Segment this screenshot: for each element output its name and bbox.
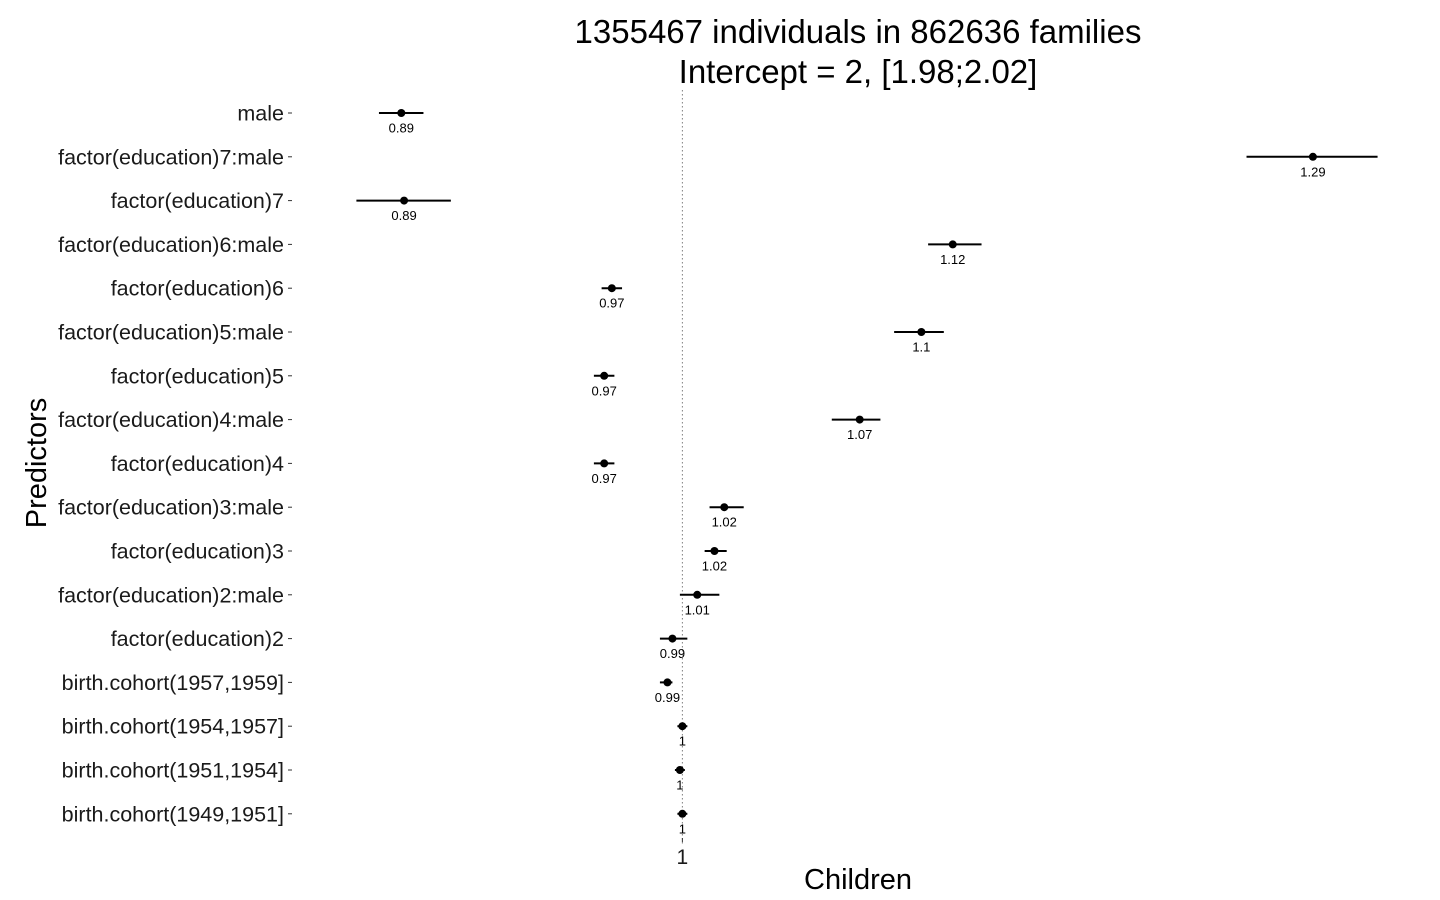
y-tick-label: birth.cohort(1951,1954]	[62, 759, 284, 783]
estimate-point	[855, 415, 864, 424]
data-label: 1.02	[702, 559, 727, 574]
predictor-row: factor(education)3:male 1.02	[58, 496, 744, 530]
y-tick-label: male	[237, 102, 284, 126]
data-label: 1	[679, 821, 686, 836]
data-label: 0.89	[391, 208, 416, 223]
x-axis-title: Children	[804, 864, 912, 896]
predictor-row: factor(education)2:male 1.01	[58, 583, 720, 617]
y-tick-label: factor(education)6:male	[58, 233, 284, 257]
estimate-point	[400, 196, 409, 205]
predictor-row: factor(education)7:male 1.29	[58, 145, 1378, 179]
estimate-point	[710, 547, 719, 555]
y-tick-label: factor(education)7:male	[58, 145, 284, 169]
predictor-row: factor(education)7 0.89	[111, 189, 451, 223]
chart-title: 1355467 individuals in 862636 families	[575, 13, 1142, 50]
estimate-point	[600, 371, 609, 380]
estimate-point	[675, 766, 684, 774]
y-axis-title: Predictors	[21, 398, 53, 529]
data-label: 0.97	[592, 471, 617, 486]
estimate-point	[663, 678, 672, 687]
estimate-point	[678, 722, 687, 731]
data-label: 0.97	[599, 296, 624, 311]
data-label: 1	[679, 734, 686, 749]
y-tick-label: factor(education)4	[111, 452, 284, 476]
estimate-point	[668, 634, 677, 643]
data-label: 0.89	[389, 121, 414, 136]
predictor-row: factor(education)4:male 1.07	[58, 408, 881, 442]
data-label: 0.99	[655, 690, 680, 705]
estimate-point	[607, 284, 616, 293]
predictor-row: male 0.89	[237, 102, 424, 136]
x-axis-ticks: 1	[677, 838, 689, 869]
y-tick-label: factor(education)2	[111, 627, 284, 651]
y-tick-label: factor(education)4:male	[58, 408, 284, 432]
predictor-row: factor(education)6:male 1.12	[58, 233, 982, 267]
y-tick-label: factor(education)3:male	[58, 496, 284, 520]
estimate-point	[397, 109, 406, 117]
chart-subtitle: Intercept = 2, [1.98;2.02]	[679, 53, 1038, 90]
estimate-point	[678, 809, 687, 818]
y-tick-label: birth.cohort(1954,1957]	[62, 715, 284, 739]
y-tick-label: factor(education)7	[111, 189, 284, 213]
data-label: 1	[676, 778, 683, 793]
predictor-row: factor(education)5:male 1.1	[58, 321, 944, 355]
estimate-point	[693, 590, 702, 599]
predictor-row: factor(education)3 1.02	[111, 540, 727, 574]
predictor-row: factor(education)2 0.99	[111, 627, 688, 661]
x-tick-label: 1	[677, 846, 689, 869]
data-label: 1.02	[712, 515, 737, 530]
data-label: 1.12	[940, 252, 965, 267]
data-label: 1.1	[912, 340, 930, 355]
predictor-row: factor(education)4 0.97	[111, 452, 617, 486]
estimate-point	[720, 503, 729, 512]
y-tick-label: factor(education)3	[111, 540, 284, 564]
y-tick-label: birth.cohort(1957,1959]	[62, 671, 284, 695]
y-tick-label: birth.cohort(1949,1951]	[62, 802, 284, 826]
predictor-row: birth.cohort(1957,1959] 0.99	[62, 671, 680, 705]
estimate-point	[600, 459, 609, 468]
predictor-row: birth.cohort(1954,1957] 1	[62, 715, 688, 749]
estimate-point	[917, 328, 926, 336]
data-label: 0.99	[660, 646, 685, 661]
predictor-row: factor(education)5 0.97	[111, 364, 617, 398]
y-tick-label: factor(education)6	[111, 277, 284, 301]
predictor-row: birth.cohort(1949,1951] 1	[62, 802, 688, 836]
data-label: 1.29	[1300, 164, 1325, 179]
data-label: 1.01	[685, 602, 710, 617]
y-tick-label: factor(education)2:male	[58, 583, 284, 607]
predictor-row: factor(education)6 0.97	[111, 277, 625, 311]
estimate-point	[1308, 152, 1317, 161]
data-label: 1.07	[847, 427, 872, 442]
estimate-point	[948, 240, 957, 249]
plot-rows: male0.89factor(education)7:male1.29facto…	[58, 102, 1378, 836]
data-label: 0.97	[592, 383, 617, 398]
y-tick-label: factor(education)5:male	[58, 321, 284, 345]
predictor-row: birth.cohort(1951,1954] 1	[62, 759, 685, 793]
y-tick-label: factor(education)5	[111, 364, 284, 388]
